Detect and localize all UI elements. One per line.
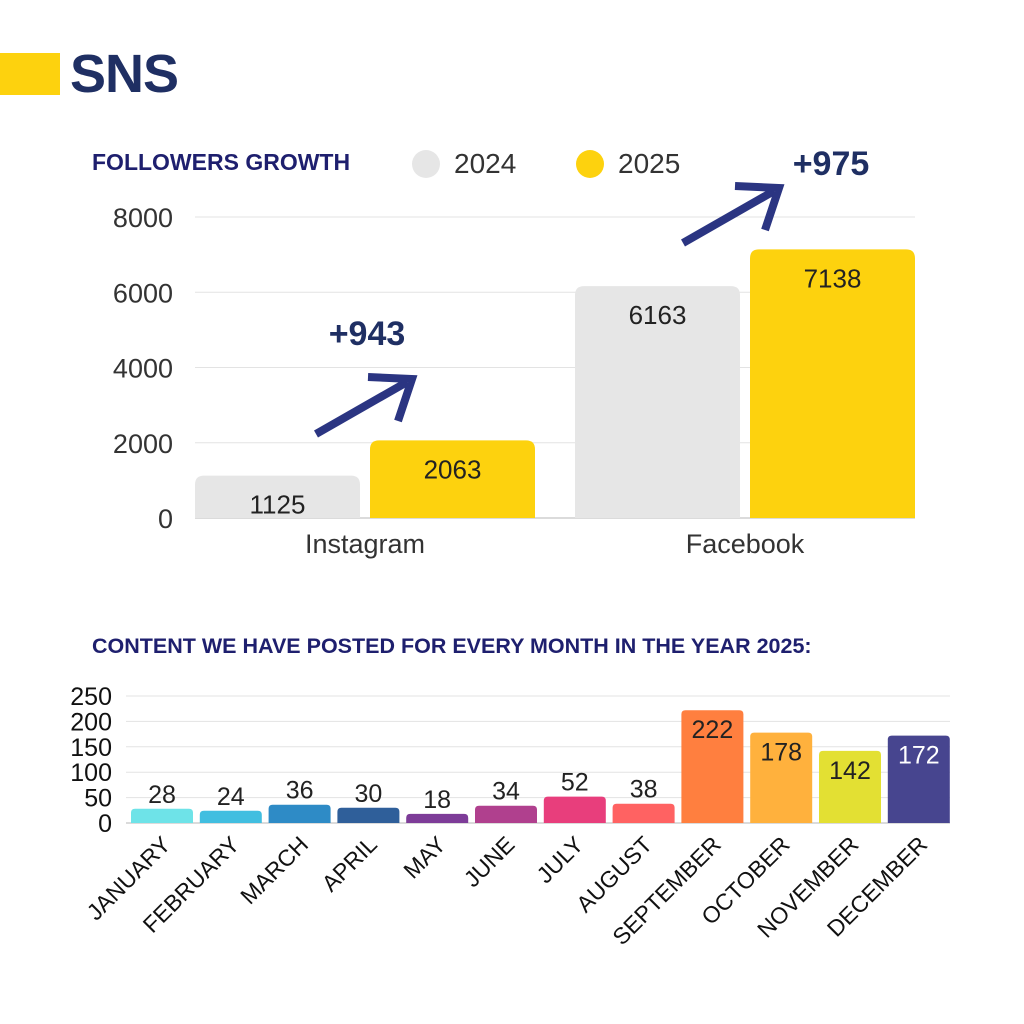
data-label: 7138: [804, 263, 862, 293]
bar-july: [543, 796, 606, 823]
monthly-chart-title: CONTENT WE HAVE POSTED FOR EVERY MONTH I…: [92, 634, 812, 658]
y-tick-label: 150: [70, 734, 112, 762]
bar-facebook-2024: [575, 286, 740, 518]
legend-label-2025: 2025: [618, 148, 681, 179]
bar-september: [681, 710, 744, 823]
growth-arrow-head: [367, 373, 418, 423]
bar-april: [337, 807, 400, 823]
x-tick-label-june: JUNE: [459, 831, 520, 892]
growth-annotation: +975: [793, 145, 870, 183]
growth-arrow-head: [734, 182, 785, 232]
legend-swatch-2024: [412, 150, 440, 178]
data-label: 36: [286, 777, 314, 805]
bar-may: [406, 813, 469, 823]
x-tick-label-facebook: Facebook: [686, 529, 805, 559]
data-label: 34: [492, 778, 520, 806]
y-tick-label: 6000: [113, 278, 173, 308]
data-label: 52: [561, 769, 589, 797]
growth-annotation: +943: [329, 315, 406, 353]
y-tick-label: 2000: [113, 429, 173, 459]
legend-item-2024: 2024: [412, 146, 516, 182]
data-label: 2063: [424, 454, 482, 484]
y-tick-label: 0: [158, 504, 173, 534]
x-tick-label-april: APRIL: [317, 831, 383, 897]
y-tick-label: 200: [70, 708, 112, 736]
y-tick-label: 4000: [113, 354, 173, 384]
data-label: 172: [898, 742, 940, 770]
y-tick-label: 50: [84, 785, 112, 813]
x-tick-label-instagram: Instagram: [305, 529, 425, 559]
data-label: 142: [829, 757, 871, 785]
data-label: 222: [692, 716, 734, 744]
y-tick-label: 100: [70, 759, 112, 787]
data-label: 178: [760, 739, 802, 767]
data-label: 30: [354, 780, 382, 808]
page-title: SNS: [70, 44, 179, 104]
bar-instagram-2025: [370, 440, 535, 518]
data-label: 38: [630, 776, 658, 804]
data-label: 1125: [250, 490, 306, 520]
legend-item-2025: 2025: [576, 146, 680, 182]
y-tick-label: 0: [98, 810, 112, 838]
data-label: 28: [148, 781, 176, 809]
growth-arrow-shaft: [314, 378, 409, 438]
x-tick-label-may: MAY: [398, 831, 450, 883]
y-tick-label: 250: [70, 683, 112, 711]
bar-instagram-2024: [195, 475, 360, 518]
data-label: 24: [217, 783, 245, 811]
bar-june: [475, 805, 537, 823]
x-tick-label-march: MARCH: [235, 831, 313, 909]
legend-label-2024: 2024: [454, 148, 517, 179]
bar-october: [750, 732, 813, 823]
y-tick-label: 8000: [113, 203, 173, 233]
bar-august: [612, 803, 675, 823]
x-tick-label-july: JULY: [531, 831, 588, 888]
bar-january: [131, 808, 193, 823]
bar-november: [819, 750, 881, 823]
bar-facebook-2025: [750, 249, 915, 519]
legend-swatch-2025: [576, 150, 604, 178]
bar-march: [268, 804, 331, 823]
data-label: 6163: [629, 300, 687, 330]
growth-arrow-shaft: [681, 187, 776, 247]
bar-december: [887, 735, 950, 823]
followers-chart-title: FOLLOWERS GROWTH: [92, 149, 351, 175]
header-accent-bar: [0, 53, 60, 95]
data-label: 18: [423, 786, 451, 814]
bar-february: [199, 810, 262, 823]
